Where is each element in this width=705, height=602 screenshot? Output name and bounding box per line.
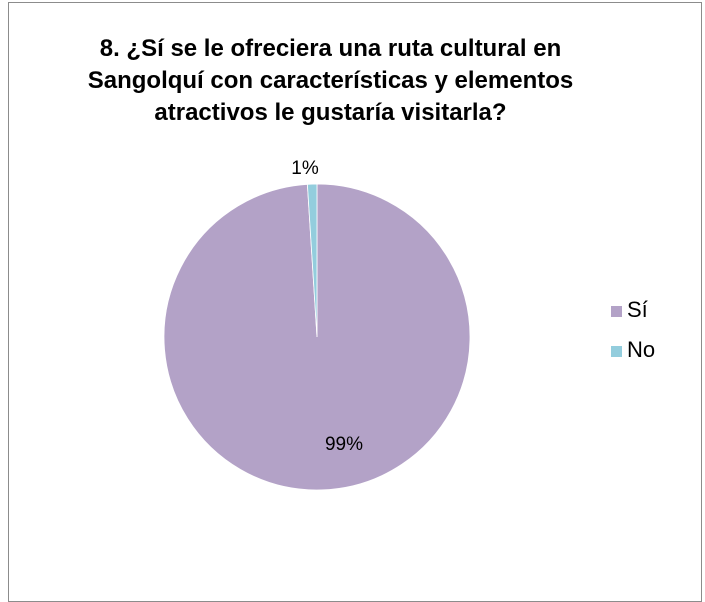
legend-swatch-si [611, 306, 622, 317]
chart-title-line-2: Sangolquí con características y elemento… [87, 67, 574, 94]
data-label-si: 99% [325, 434, 363, 455]
pie-slices [163, 183, 471, 491]
legend-swatch-no [611, 346, 622, 357]
chart-title-line-1: 8. ¿Sí se le ofreciera una ruta cultural… [99, 35, 562, 62]
legend-label-no: No [627, 337, 655, 362]
data-label-no: 1% [291, 158, 319, 179]
chart-title-line-3: atractivos le gustaría visitarla? [154, 99, 507, 126]
legend-label-si: Sí [627, 297, 648, 322]
pie-slice-no [306, 183, 318, 338]
pie-chart: 99% 1% Sí No [163, 158, 655, 491]
pie-data-labels: 99% 1% [291, 158, 363, 455]
chart-title: 8. ¿Sí se le ofreciera una ruta cultural… [9, 33, 652, 129]
chart-area: 8. ¿Sí se le ofreciera una ruta cultural… [8, 2, 702, 602]
legend: Sí No [611, 297, 655, 362]
